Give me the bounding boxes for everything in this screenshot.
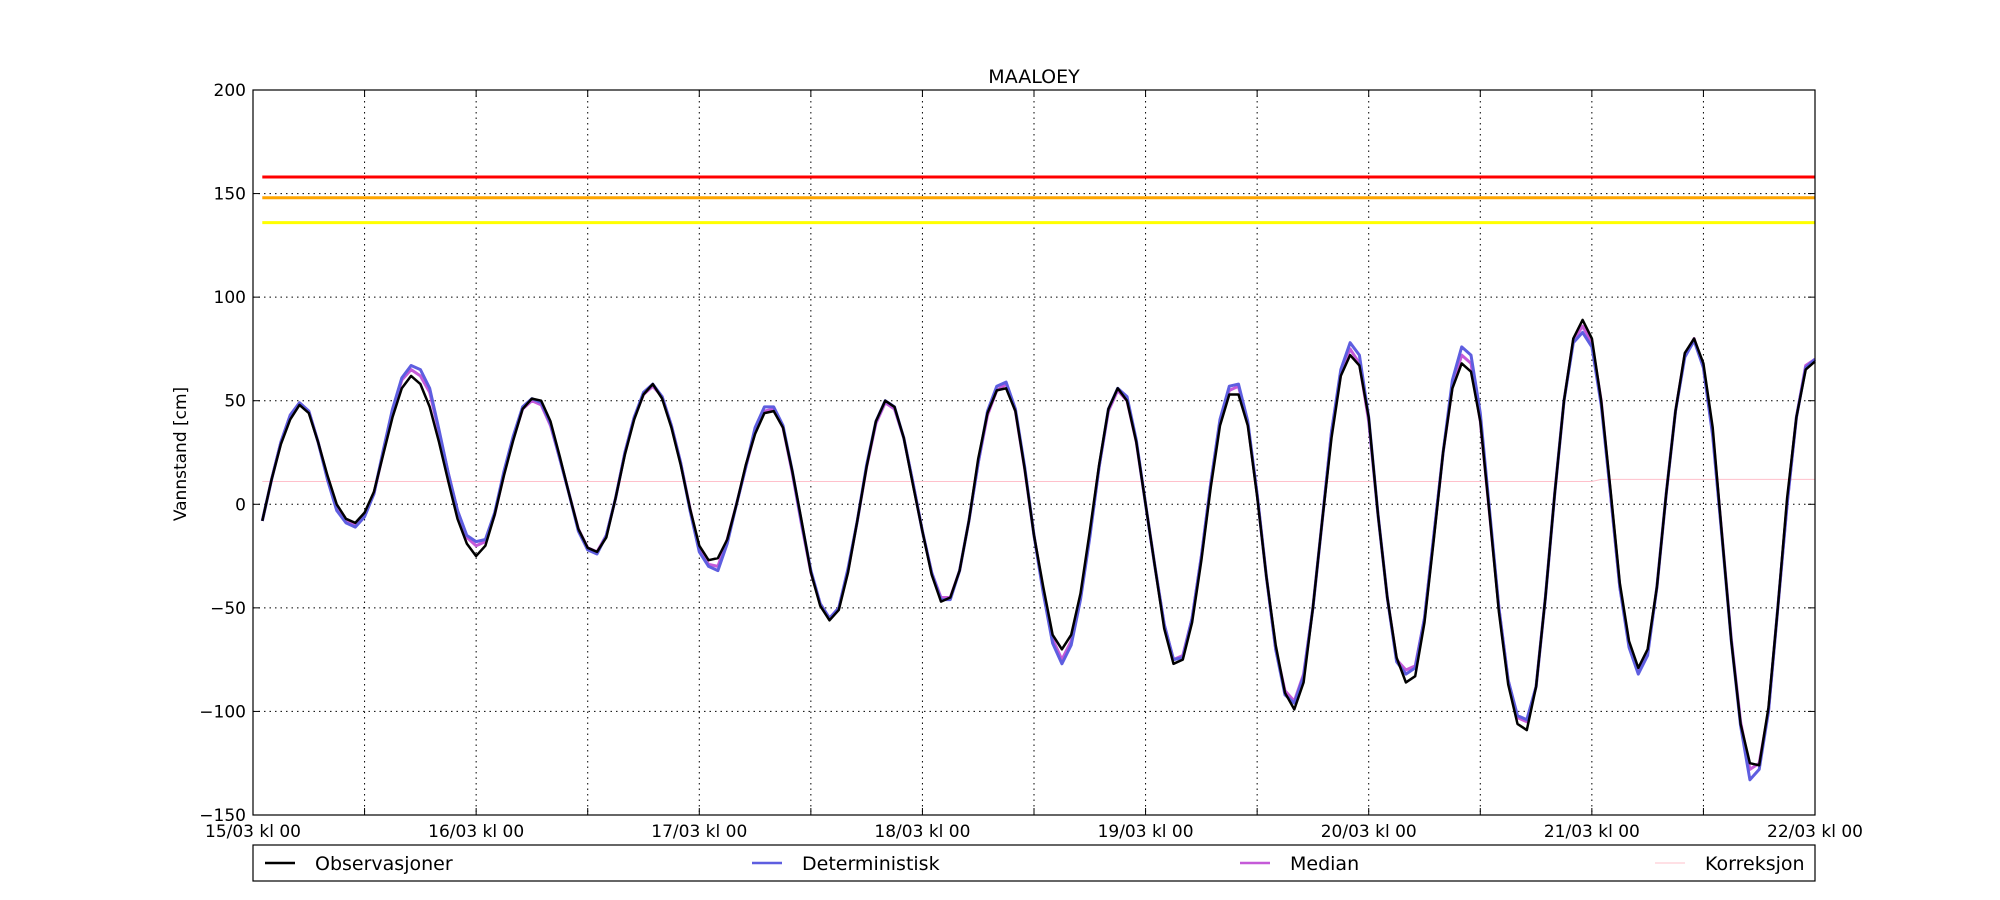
series-lines: [260, 318, 1816, 782]
x-tick-label: 19/03 kl 00: [1098, 822, 1194, 842]
x-tick-label: 20/03 kl 00: [1321, 822, 1417, 842]
grid: [253, 90, 1815, 815]
x-tick-label: 16/03 kl 00: [428, 822, 524, 842]
legend-label: Korreksjon: [1705, 853, 1805, 875]
y-tick-label: −100: [199, 702, 246, 722]
x-tick-label: 15/03 kl 00: [205, 822, 301, 842]
y-tick-label: 50: [224, 392, 246, 412]
legend-label: Observasjoner: [315, 853, 453, 875]
y-tick-label: −150: [199, 806, 246, 826]
y-tick-label: 150: [214, 185, 246, 205]
series-line-korreksjon: [262, 478, 1815, 482]
legend-label: Deterministisk: [802, 853, 940, 875]
series-line-median: [260, 324, 1816, 771]
legend-box: [252, 844, 1816, 882]
legend-label: Median: [1290, 853, 1359, 875]
chart-title: MAALOEY: [988, 66, 1080, 88]
x-tick-label: 21/03 kl 00: [1544, 822, 1640, 842]
y-tick-label: 0: [235, 495, 246, 515]
y-tick-label: 200: [214, 81, 246, 101]
y-tick-label: −50: [210, 599, 246, 619]
x-tick-label: 18/03 kl 00: [874, 822, 970, 842]
x-tick-label: 22/03 kl 00: [1767, 822, 1863, 842]
threshold-lines: [262, 175, 1815, 225]
legend: Observasjoner Deterministisk Median Korreks…: [252, 844, 1816, 882]
series-line-observasjoner: [261, 318, 1816, 767]
x-tick-label: 17/03 kl 00: [651, 822, 747, 842]
y-axis-label: Vannstand [cm]: [171, 387, 191, 521]
y-tick-label: 100: [214, 288, 246, 308]
axis-ticks: −150 −100 −50 0 50 100 150 200 15/03 kl 00 16/03 …: [199, 81, 1863, 842]
